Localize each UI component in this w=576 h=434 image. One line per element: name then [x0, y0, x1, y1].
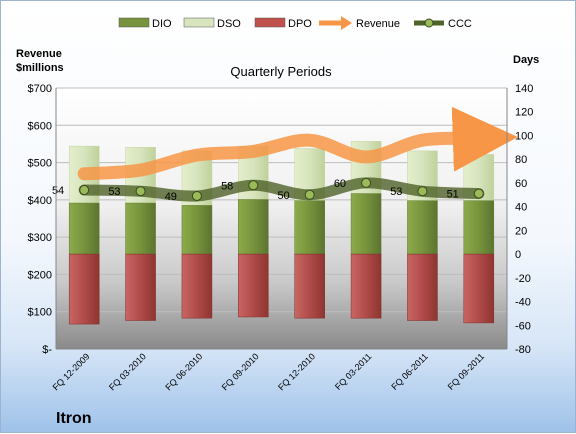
ccc-marker: [135, 186, 146, 197]
ccc-marker: [361, 177, 372, 188]
left-tick-label: $100: [28, 307, 52, 319]
legend: DIO DSO DPO Revenue CCC: [118, 16, 472, 30]
dio-bar: [294, 200, 325, 255]
ccc-marker: [79, 185, 90, 196]
legend-marker-ccc: [424, 18, 434, 28]
legend-arrowhead: [341, 16, 352, 30]
right-tick-label: -20: [515, 273, 531, 285]
right-tick-label: 120: [515, 107, 533, 119]
left-tick-labels: $- $100 $200 $300 $400 $500 $600 $700: [28, 83, 53, 356]
left-tick-label: $400: [28, 195, 52, 207]
right-tick-label: 80: [515, 154, 527, 166]
category-label: FQ 12-2010: [276, 351, 317, 392]
category-label: FQ 06-2010: [163, 351, 204, 392]
legend-label-dpo: DPO: [288, 18, 312, 30]
right-tick-label: -80: [515, 344, 531, 356]
legend-label-dio: DIO: [152, 18, 172, 30]
category-label: FQ 06-2011: [389, 351, 430, 392]
right-tick-label: 20: [515, 225, 527, 237]
legend-swatch-dpo: [254, 17, 286, 28]
dio-bar: [407, 200, 438, 255]
dio-bar: [181, 205, 213, 255]
right-tick-label: -40: [515, 297, 531, 309]
lines: 54 53 49 58 50 60 53 51: [52, 106, 518, 203]
ccc-value-label: 53: [390, 186, 402, 198]
ccc-value-label: 51: [447, 189, 459, 201]
category-label: FQ 09-2010: [220, 351, 261, 392]
left-tick-label: $-: [42, 344, 52, 356]
ccc-marker: [417, 186, 428, 197]
ccc-marker: [248, 180, 259, 191]
dpo-bar: [181, 253, 213, 319]
right-tick-label: 60: [515, 178, 527, 190]
left-axis-title-line2: $millions: [16, 62, 64, 74]
legend-label-dso: DSO: [217, 18, 241, 30]
dpo-bar: [407, 253, 438, 321]
ccc-value-label: 60: [334, 178, 346, 190]
dpo-bar: [294, 253, 325, 319]
right-tick-label: 140: [515, 83, 533, 95]
plot-area: [56, 88, 507, 349]
legend-label-revenue: Revenue: [356, 18, 400, 30]
dpo-bar: [238, 253, 269, 318]
chart-title: Quarterly Periods: [230, 64, 332, 79]
ccc-marker: [473, 188, 484, 199]
left-tick-label: $500: [28, 158, 52, 170]
ccc-marker: [191, 190, 202, 201]
left-axis-title-line1: Revenue: [16, 48, 62, 60]
right-tick-labels: -80 -60 -40 -20 0 20 40 60 80 100 120 140: [515, 83, 533, 356]
category-label: FQ 03-2010: [107, 351, 148, 392]
dio-bar: [463, 200, 495, 255]
dpo-bar: [350, 253, 382, 319]
ccc-value-label: 58: [221, 180, 233, 192]
right-tick-label: 40: [515, 202, 527, 214]
category-label: FQ 12-2009: [51, 351, 92, 392]
axes: [55, 88, 508, 350]
right-tick-label: -60: [515, 320, 531, 332]
right-tick-label: 0: [515, 249, 521, 261]
dio-bar: [125, 202, 156, 255]
ccc-value-label: 53: [108, 186, 120, 198]
dio-bar: [238, 199, 269, 255]
dpo-bar: [125, 253, 156, 321]
right-axis-title: Days: [513, 54, 539, 66]
revenue-line: [77, 106, 518, 181]
left-tick-label: $200: [28, 269, 52, 281]
legend-swatch-dso: [183, 17, 215, 28]
left-tick-label: $700: [28, 83, 52, 95]
left-tick-label: $300: [28, 232, 52, 244]
company-name: Itron: [56, 410, 92, 427]
ccc-value-label: 49: [165, 191, 177, 203]
dio-bar: [68, 202, 100, 255]
category-labels: FQ 12-2009 FQ 03-2010 FQ 06-2010 FQ 09-2010…: [51, 351, 487, 392]
category-label: FQ 03-2011: [333, 351, 374, 392]
left-tick-label: $600: [28, 120, 52, 132]
dpo-bar: [68, 253, 100, 325]
category-label: FQ 09-2011: [446, 351, 487, 392]
ccc-value-label: 54: [52, 185, 64, 197]
ccc-value-label: 50: [277, 190, 289, 202]
right-tick-label: 100: [515, 130, 533, 142]
legend-label-ccc: CCC: [448, 18, 472, 30]
legend-swatch-dio: [118, 17, 150, 28]
ccc-marker: [304, 189, 315, 200]
dpo-bar: [463, 253, 495, 324]
dio-bar: [350, 193, 382, 255]
